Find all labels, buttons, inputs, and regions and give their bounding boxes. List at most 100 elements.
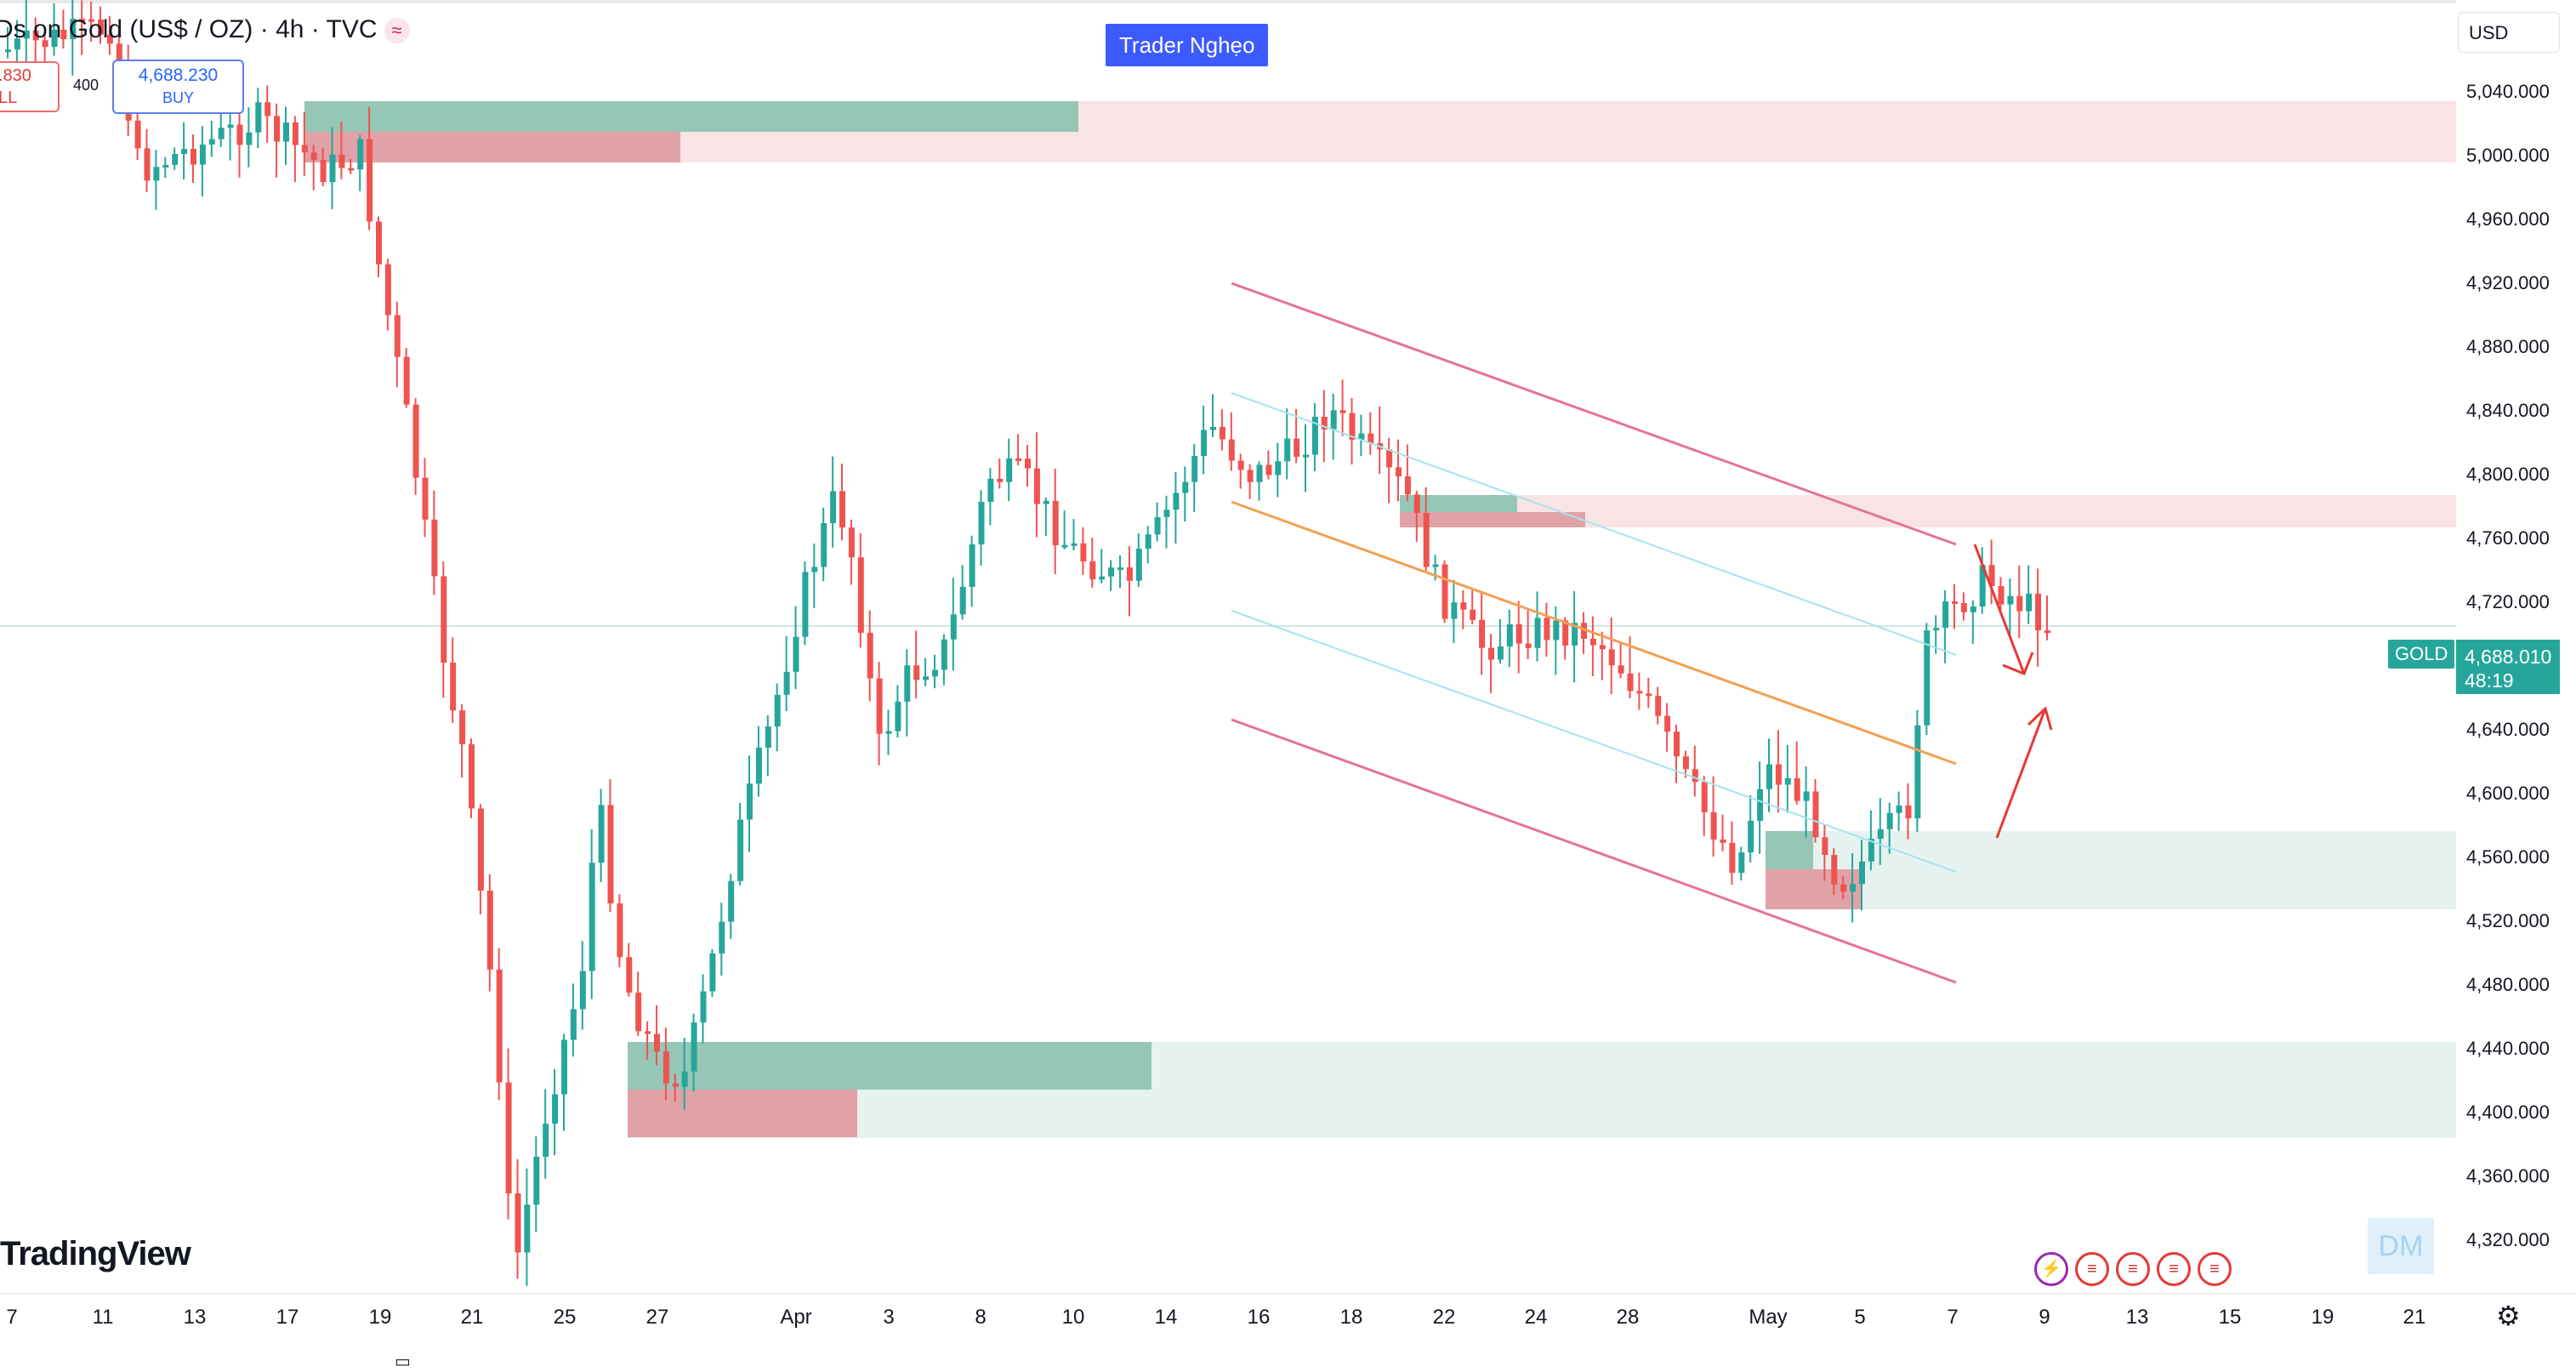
us-flag-icon[interactable]: ≡ [2198, 1252, 2232, 1286]
price-tick-label: 4,400.000 [2466, 1102, 2550, 1123]
price-tick-label: 4,480.000 [2466, 974, 2550, 995]
down-arrow-drawing[interactable] [1973, 544, 2034, 675]
candle-body [329, 154, 336, 183]
symbol-title-text: Ds on Gold (US$ / OZ) · 4h · TVC [0, 15, 378, 43]
candle-body [1998, 586, 2005, 605]
calendar-icon[interactable]: ▭ [395, 1352, 411, 1371]
time-axis[interactable]: 7 11 13 17 19 21 25 27 Apr 3 8 10 14 16 18 22 24 28 May 5 7 9… [0, 1293, 2576, 1363]
channel-upper-line[interactable] [1231, 282, 1957, 546]
candle-body [255, 102, 262, 133]
candle-countdown: 48:19 [2465, 669, 2514, 692]
candle-body [1942, 601, 1949, 629]
inner-channel-upper[interactable] [1231, 392, 1957, 656]
candle-body [1025, 458, 1031, 469]
candle-body [2016, 595, 2023, 612]
price-tick-label: 4,560.000 [2466, 846, 2550, 868]
candle-body [1914, 725, 1921, 819]
candle-body [913, 665, 920, 680]
candle-body [1396, 467, 1402, 477]
candle-body [1117, 567, 1123, 571]
candle-body [1868, 839, 1874, 862]
candle-body [1664, 715, 1671, 732]
candle-body [1386, 449, 1393, 468]
candle-body [1015, 458, 1022, 462]
candle-body [367, 139, 373, 222]
candles[interactable] [5, 0, 2050, 1286]
candle-body [1071, 543, 1078, 546]
tradingview-logo[interactable]: TradingView [0, 1235, 191, 1272]
us-flag-icon[interactable]: ≡ [2116, 1252, 2150, 1286]
price-tick-label: 4,920.000 [2466, 272, 2550, 293]
candle-body [1349, 413, 1356, 440]
economic-events[interactable]: ⚡ ≡ ≡ ≡ ≡ [2034, 1252, 2238, 1289]
currency-button[interactable]: USD [2458, 12, 2560, 53]
demand-zone-mid-fill-red[interactable] [1766, 869, 1862, 909]
candle-body [1738, 852, 1745, 874]
sell-button[interactable]: .830 LL [0, 61, 60, 112]
us-flag-icon[interactable]: ≡ [2157, 1252, 2191, 1286]
demand-zone-bottom-fill-red[interactable] [628, 1090, 857, 1137]
supply-zone-mid-fill-green[interactable] [1400, 495, 1517, 512]
candle-body [1701, 782, 1708, 812]
candle-body [1822, 837, 1828, 856]
candle-body [1358, 433, 1365, 440]
candle-body [172, 154, 179, 165]
time-tick-label: 18 [1339, 1306, 1363, 1329]
candle-body [719, 921, 725, 954]
candle-body [60, 29, 67, 40]
candle-body [830, 491, 837, 523]
candle-body [515, 1193, 521, 1253]
candle-body [42, 40, 48, 48]
candle-body [1479, 619, 1486, 648]
candle-body [1757, 788, 1764, 821]
candle-body [1275, 461, 1282, 475]
wave-icon[interactable]: ≈ [384, 18, 410, 44]
candle-body [1321, 416, 1328, 430]
supply-zone-mid-fill-red[interactable] [1400, 512, 1585, 527]
channel-mid-line[interactable] [1231, 500, 1957, 766]
candle-body [700, 991, 707, 1023]
time-tick-label: 19 [2311, 1306, 2334, 1329]
time-tick-label: 7 [6, 1306, 18, 1329]
settings-gear-icon[interactable]: ⚙ [2496, 1301, 2521, 1331]
candle-body [533, 1156, 540, 1205]
candlestick-chart[interactable] [0, 0, 2456, 1293]
candle-body [793, 636, 799, 672]
candle-body [1988, 565, 1995, 587]
us-flag-icon[interactable]: ≡ [2075, 1252, 2109, 1286]
candle-body [543, 1124, 549, 1157]
buy-button[interactable]: 4,688.230 BUY [112, 60, 244, 114]
candle-body [431, 519, 438, 577]
sell-label: LL [0, 88, 18, 107]
chart-pane[interactable] [0, 0, 2456, 1293]
demand-zone-mid-fill-green[interactable] [1766, 831, 1813, 872]
lightning-icon[interactable]: ⚡ [2034, 1252, 2068, 1286]
candle-body [1470, 609, 1476, 620]
candle-body [709, 953, 716, 992]
candle-body [441, 576, 447, 663]
candle-body [1748, 820, 1754, 853]
inner-channel-lower[interactable] [1231, 610, 1957, 873]
up-arrow-drawing[interactable] [1995, 706, 2053, 839]
candle-body [1794, 777, 1800, 801]
chart-title[interactable]: Ds on Gold (US$ / OZ) · 4h · TVC ≈ [0, 15, 410, 44]
price-tick-label: 4,720.000 [2466, 591, 2550, 612]
candle-body [755, 748, 762, 784]
candle-body [1581, 623, 1587, 639]
candle-body [1460, 602, 1467, 610]
candle-body [1979, 565, 1986, 607]
candle-body [1627, 673, 1634, 692]
demand-zone-bottom-fill-green[interactable] [628, 1042, 1152, 1090]
candle-body [338, 154, 345, 168]
candle-body [1033, 468, 1040, 504]
time-tick-label: 11 [92, 1306, 114, 1329]
candle-body [1311, 416, 1318, 455]
price-tick-label: 4,360.000 [2466, 1165, 2550, 1187]
supply-zone-top-fill-green[interactable] [304, 101, 1078, 132]
candle-body [1442, 564, 1448, 619]
candle-body [589, 862, 595, 971]
candle-body [1145, 534, 1152, 549]
time-tick-label: 25 [553, 1306, 577, 1329]
candle-body [106, 34, 113, 44]
channel-lower-line[interactable] [1231, 718, 1957, 984]
